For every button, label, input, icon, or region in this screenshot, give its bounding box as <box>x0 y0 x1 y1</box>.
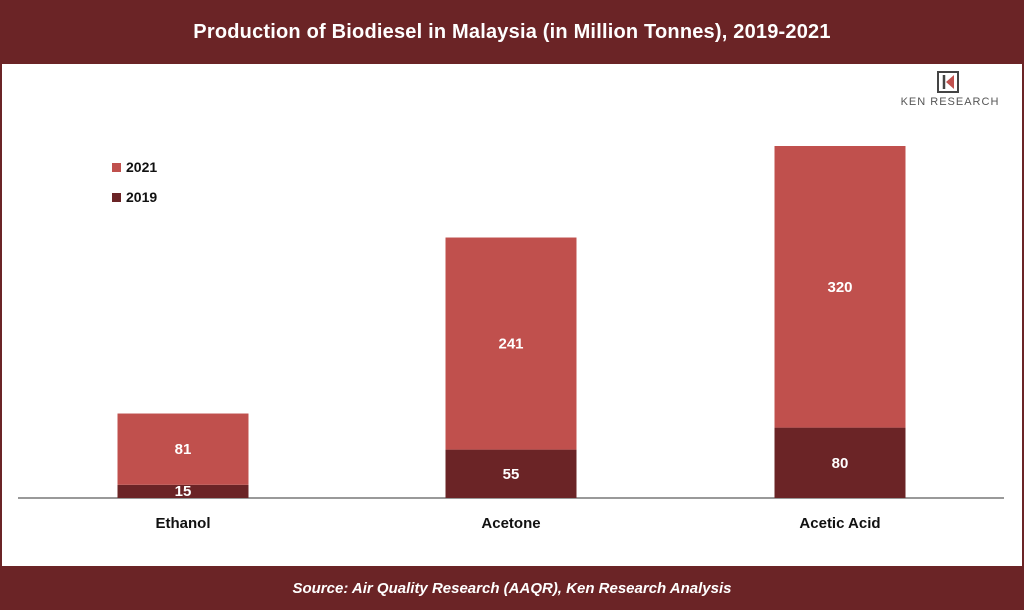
ken-research-logo: KEN RESEARCH <box>880 70 1020 112</box>
legend-swatch-2019 <box>112 192 121 202</box>
x-tick-label-acetone: Acetone <box>481 515 540 532</box>
source-text: Source: Air Quality Research (AAQR), Ken… <box>292 579 732 597</box>
legend-item-2019: 2019 <box>112 182 157 212</box>
x-tick-label-acetic-acid: Acetic Acid <box>799 515 880 532</box>
ken-research-logo-icon <box>937 71 959 93</box>
chart-legend: 2021 2019 <box>112 152 157 212</box>
x-tick-label-ethanol: Ethanol <box>156 515 211 532</box>
logo-text: KEN RESEARCH <box>900 96 1000 108</box>
data-label-2021-acetone: 241 <box>498 336 523 353</box>
bar-chart: 15 81 Ethanol 55 241 Acetone 80 320 Acetic Acid <box>18 146 1004 532</box>
bar-2021-acetone <box>445 237 577 450</box>
data-label-2019-acetic-acid: 80 <box>832 455 849 472</box>
legend-label-2019: 2019 <box>126 189 158 205</box>
legend-label-2021: 2021 <box>126 159 158 175</box>
data-label-2019-ethanol: 15 <box>175 483 192 500</box>
bar-2021-ethanol <box>117 413 249 485</box>
bar-2021-acetic-acid <box>774 146 906 428</box>
chart-title: Production of Biodiesel in Malaysia (in … <box>0 0 1024 64</box>
legend-swatch-2021 <box>112 162 121 172</box>
chart-title-text: Production of Biodiesel in Malaysia (in … <box>193 20 831 43</box>
legend-item-2021: 2021 <box>112 152 157 182</box>
bar-2019-acetone <box>445 449 577 498</box>
data-label-2019-acetone: 55 <box>503 466 520 483</box>
chart-source: Source: Air Quality Research (AAQR), Ken… <box>0 566 1024 610</box>
bar-2019-ethanol <box>117 484 249 498</box>
data-label-2021-acetic-acid: 320 <box>827 279 852 296</box>
bar-2019-acetic-acid <box>774 427 906 498</box>
data-label-2021-ethanol: 81 <box>175 441 192 458</box>
